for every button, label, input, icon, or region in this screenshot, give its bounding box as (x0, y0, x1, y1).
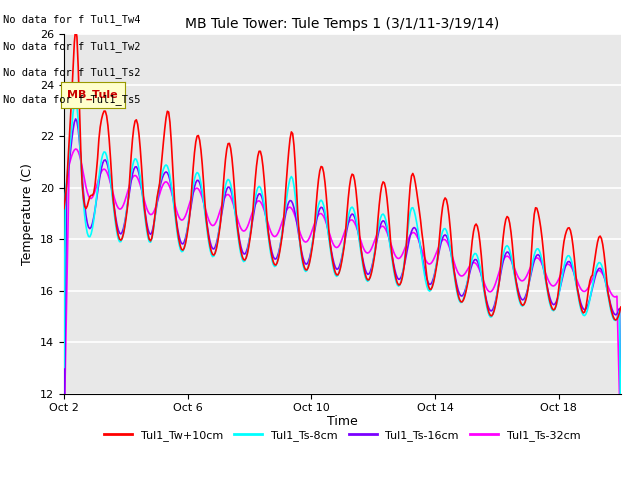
Text: No data for f Tul1_Tw4: No data for f Tul1_Tw4 (3, 14, 141, 25)
Text: MB_Tule: MB_Tule (67, 90, 118, 100)
Text: No data for f Tul1_Ts5: No data for f Tul1_Ts5 (3, 94, 141, 105)
Text: No data for f Tul1_Tw2: No data for f Tul1_Tw2 (3, 41, 141, 52)
Text: No data for f Tul1_Ts2: No data for f Tul1_Ts2 (3, 67, 141, 78)
Title: MB Tule Tower: Tule Temps 1 (3/1/11-3/19/14): MB Tule Tower: Tule Temps 1 (3/1/11-3/19… (185, 17, 500, 31)
Legend: Tul1_Tw+10cm, Tul1_Ts-8cm, Tul1_Ts-16cm, Tul1_Ts-32cm: Tul1_Tw+10cm, Tul1_Ts-8cm, Tul1_Ts-16cm,… (100, 426, 585, 445)
X-axis label: Time: Time (327, 415, 358, 428)
Y-axis label: Temperature (C): Temperature (C) (22, 163, 35, 264)
